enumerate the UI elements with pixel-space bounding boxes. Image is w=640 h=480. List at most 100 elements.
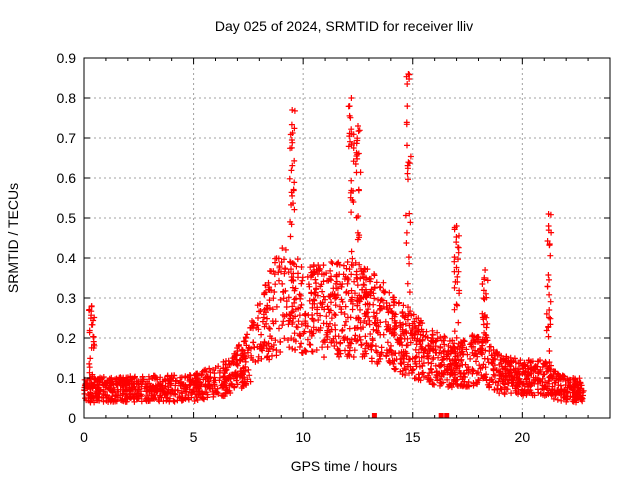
data-point xyxy=(503,386,510,392)
data-point xyxy=(291,299,298,306)
data-point xyxy=(412,346,419,353)
data-point xyxy=(429,380,436,387)
data-point xyxy=(285,321,292,328)
data-point xyxy=(418,343,425,350)
data-point xyxy=(512,385,519,392)
data-point xyxy=(539,382,546,389)
data-point xyxy=(469,370,476,377)
data-point xyxy=(417,341,424,348)
data-point xyxy=(216,374,223,381)
data-point xyxy=(501,391,508,398)
data-point xyxy=(296,332,303,339)
data-point xyxy=(201,396,207,403)
data-point xyxy=(317,324,324,331)
data-point xyxy=(152,386,159,393)
data-point xyxy=(328,326,335,333)
data-point xyxy=(453,301,460,308)
data-point xyxy=(484,320,491,327)
data-point xyxy=(331,322,338,329)
data-point xyxy=(135,381,142,388)
data-point xyxy=(276,264,283,271)
data-point xyxy=(403,229,410,236)
data-point xyxy=(204,394,211,401)
data-point xyxy=(334,292,341,299)
data-point xyxy=(105,385,112,392)
data-point xyxy=(480,374,487,381)
data-point xyxy=(451,254,458,261)
data-point xyxy=(251,321,257,328)
data-point xyxy=(210,393,217,400)
data-point xyxy=(520,369,527,375)
data-point xyxy=(489,352,496,359)
data-point xyxy=(437,363,443,370)
data-point xyxy=(403,121,410,128)
data-point xyxy=(127,394,134,400)
data-point xyxy=(287,258,293,265)
data-point xyxy=(425,359,432,366)
data-point xyxy=(440,379,446,386)
data-point xyxy=(554,387,561,394)
data-point xyxy=(557,382,564,389)
data-point xyxy=(410,311,417,318)
data-point xyxy=(456,346,463,352)
data-point xyxy=(178,389,185,396)
data-point xyxy=(403,329,410,336)
data-point xyxy=(454,376,461,383)
data-point xyxy=(287,312,294,319)
data-point xyxy=(453,239,460,246)
data-point xyxy=(514,370,521,377)
data-point xyxy=(573,396,580,403)
data-point xyxy=(406,289,413,296)
chart-title: Day 025 of 2024, SRMTID for receiver lli… xyxy=(215,18,473,34)
data-point xyxy=(354,155,361,162)
data-point xyxy=(319,344,326,351)
data-point xyxy=(558,397,565,404)
data-point xyxy=(285,269,292,276)
data-point xyxy=(352,332,359,339)
data-point xyxy=(180,381,186,388)
data-point xyxy=(416,358,423,365)
data-point xyxy=(365,313,372,320)
data-point xyxy=(528,390,535,397)
data-point xyxy=(508,359,515,366)
data-point xyxy=(350,131,357,138)
data-point xyxy=(324,303,331,310)
data-point xyxy=(104,392,111,398)
data-point xyxy=(298,349,305,356)
data-point xyxy=(314,306,321,313)
data-point xyxy=(250,339,257,346)
data-point xyxy=(547,298,554,305)
data-point xyxy=(283,304,290,310)
data-point xyxy=(282,246,289,253)
data-point xyxy=(338,306,345,313)
data-point xyxy=(298,280,305,287)
data-point xyxy=(481,296,488,303)
data-point xyxy=(430,338,437,345)
data-point xyxy=(479,364,486,371)
data-point xyxy=(473,358,479,365)
data-point xyxy=(404,316,411,323)
data-point xyxy=(222,389,229,396)
data-point xyxy=(505,370,512,377)
data-point xyxy=(433,337,440,344)
data-point xyxy=(257,300,263,307)
data-point xyxy=(320,262,327,269)
data-point xyxy=(453,264,460,271)
data-point xyxy=(497,378,504,385)
data-point xyxy=(470,367,477,374)
data-point xyxy=(82,395,88,402)
data-point xyxy=(334,346,341,352)
data-point xyxy=(424,334,431,341)
data-point xyxy=(291,261,298,268)
data-point xyxy=(373,327,380,334)
y-tick-label: 0 xyxy=(68,410,76,426)
data-point xyxy=(571,384,578,391)
data-point xyxy=(419,370,426,377)
data-point xyxy=(451,371,458,378)
data-point xyxy=(294,324,301,331)
data-point xyxy=(430,354,437,361)
data-point xyxy=(207,374,214,381)
data-point xyxy=(494,386,501,393)
data-point xyxy=(193,394,200,401)
data-point xyxy=(276,277,282,284)
